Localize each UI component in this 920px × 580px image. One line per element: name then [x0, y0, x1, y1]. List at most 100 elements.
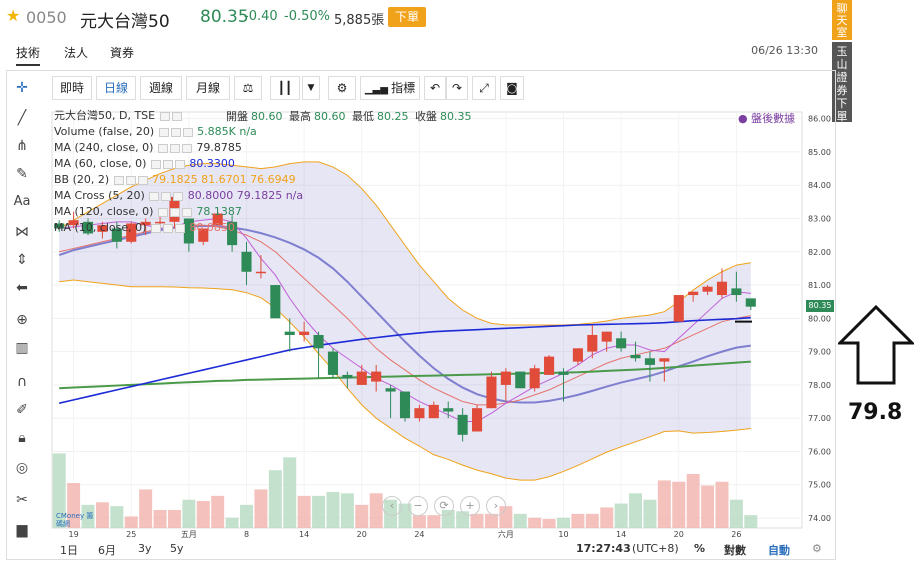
tab-institutional[interactable]: 法人: [64, 46, 89, 60]
legend-eye-icon[interactable]: [157, 207, 168, 217]
pencil-lock-icon[interactable]: ✐: [16, 402, 28, 418]
legend-eye-icon[interactable]: [159, 111, 170, 121]
legend-settings-icon[interactable]: [162, 159, 173, 169]
tools-icon[interactable]: ✂: [16, 492, 28, 508]
zoom-icon[interactable]: ⊕: [16, 312, 28, 328]
candle-body: [716, 281, 728, 296]
magnet-icon[interactable]: ∩: [16, 374, 28, 390]
legend-volume-label: Volume (false, 20): [54, 125, 155, 138]
zoom-out-icon[interactable]: −: [408, 496, 428, 516]
back-arrow-icon[interactable]: ⬅: [16, 280, 28, 296]
volume-bar: [614, 503, 628, 528]
broker-order-button[interactable]: 玉山證券下單: [832, 42, 852, 123]
candle-body: [212, 213, 223, 226]
legend-settings-icon[interactable]: [169, 207, 180, 217]
ruler-icon[interactable]: ▥: [15, 340, 29, 356]
order-button[interactable]: 下單: [388, 7, 426, 27]
legend-eye-icon[interactable]: [150, 223, 161, 233]
legend-settings-icon[interactable]: [169, 143, 180, 153]
volume-bar: [557, 517, 570, 528]
legend-close-icon[interactable]: [174, 223, 185, 233]
tab-technical[interactable]: 技術: [16, 44, 41, 66]
favorite-star-icon[interactable]: ★: [6, 6, 21, 25]
trash-icon[interactable]: ▆: [16, 522, 28, 538]
range-6m[interactable]: 6月: [98, 544, 116, 557]
interval-realtime[interactable]: 即時: [52, 76, 92, 100]
legend-close-icon[interactable]: [173, 191, 184, 201]
chevron-down-icon[interactable]: ▼: [302, 76, 320, 100]
volume-bar: [657, 480, 671, 528]
x-tick-label: 20: [357, 530, 367, 539]
settings-gear-icon[interactable]: ⚙: [328, 76, 356, 100]
interval-weekly[interactable]: 週線: [140, 76, 182, 100]
legend-close-icon[interactable]: [181, 143, 192, 153]
legend-settings-icon[interactable]: [161, 191, 172, 201]
range-5y[interactable]: 5y: [170, 542, 184, 555]
legend-eye-icon[interactable]: [158, 127, 169, 137]
volume-bar: [701, 485, 715, 528]
tab-margin[interactable]: 資券: [110, 46, 135, 60]
trendline-icon[interactable]: ╱: [17, 110, 27, 126]
legend-ma240-value: 79.8785: [196, 141, 242, 154]
legend-eye-icon[interactable]: [150, 159, 161, 169]
legend-close-icon[interactable]: [182, 127, 193, 137]
after-hours-data[interactable]: ● 盤後數據: [738, 112, 796, 125]
price-change: -0.40: [244, 9, 278, 24]
text-tool-icon[interactable]: Aa: [13, 194, 31, 209]
y-tick-label: 83.00: [808, 214, 831, 223]
compare-scale-icon[interactable]: ⚖: [234, 76, 262, 100]
candle-body: [572, 348, 583, 362]
legend-eye-icon[interactable]: [149, 191, 160, 201]
crosshair-icon[interactable]: ✛: [16, 80, 28, 96]
legend-settings-icon[interactable]: [171, 111, 182, 121]
hide-eye-icon[interactable]: ◎: [15, 460, 29, 476]
after-hours-label: 盤後數據: [751, 112, 796, 125]
measure-icon[interactable]: ⇕: [16, 252, 28, 268]
lock-icon[interactable]: 🔒︎: [18, 430, 26, 446]
y-tick-label: 85.00: [808, 148, 831, 157]
candle-body: [659, 358, 670, 362]
log-toggle[interactable]: 對數: [724, 544, 746, 557]
scale-settings-icon[interactable]: ⚙: [812, 542, 822, 555]
annotation-value: 79.8: [848, 400, 903, 425]
scroll-left-icon[interactable]: ‹: [382, 496, 402, 516]
indicators-button[interactable]: ▁▃▅ 指標: [360, 76, 420, 100]
fullscreen-icon[interactable]: ⤢: [472, 76, 496, 100]
redo-icon[interactable]: ↷: [446, 76, 468, 100]
y-tick-label: 76.00: [808, 447, 831, 456]
candle-body: [255, 271, 266, 274]
scroll-right-icon[interactable]: ›: [486, 496, 506, 516]
camera-icon[interactable]: ◙: [500, 76, 524, 100]
legend-ma240: MA (240, close, 0) 79.8785: [54, 140, 303, 156]
legend-settings-icon[interactable]: [162, 223, 173, 233]
pitchfork-icon[interactable]: ⋔: [16, 138, 28, 154]
reset-icon[interactable]: ⟳: [434, 496, 454, 516]
legend-close-icon[interactable]: [181, 207, 192, 217]
interval-monthly[interactable]: 月線: [186, 76, 230, 100]
legend-eye-icon[interactable]: [113, 175, 124, 185]
up-arrow-annotation: [838, 305, 914, 385]
legend-eye-icon[interactable]: [157, 143, 168, 153]
candle-body: [54, 223, 65, 229]
legend-close-icon[interactable]: [137, 175, 148, 185]
candle-type-icon[interactable]: ┃┃: [270, 76, 300, 100]
candle-body: [428, 404, 439, 419]
auto-toggle[interactable]: 自動: [768, 544, 790, 557]
legend-settings-icon[interactable]: [170, 127, 181, 137]
legend-settings-icon[interactable]: [125, 175, 136, 185]
range-3y[interactable]: 3y: [138, 542, 152, 555]
zoom-in-icon[interactable]: +: [460, 496, 480, 516]
chatroom-button[interactable]: 聊天室: [832, 0, 852, 40]
interval-daily[interactable]: 日線: [96, 76, 136, 100]
volume-bar: [167, 510, 181, 528]
brush-icon[interactable]: ✎: [16, 166, 28, 182]
candle-body: [155, 221, 166, 224]
legend-close-icon[interactable]: [174, 159, 185, 169]
undo-icon[interactable]: ↶: [424, 76, 446, 100]
bollinger-lower: [59, 279, 751, 481]
pattern-icon[interactable]: ⋈: [15, 224, 29, 240]
percent-toggle[interactable]: %: [694, 542, 706, 555]
legend-ma240-label: MA (240, close, 0): [54, 141, 154, 154]
range-1d[interactable]: 1日: [60, 544, 78, 557]
